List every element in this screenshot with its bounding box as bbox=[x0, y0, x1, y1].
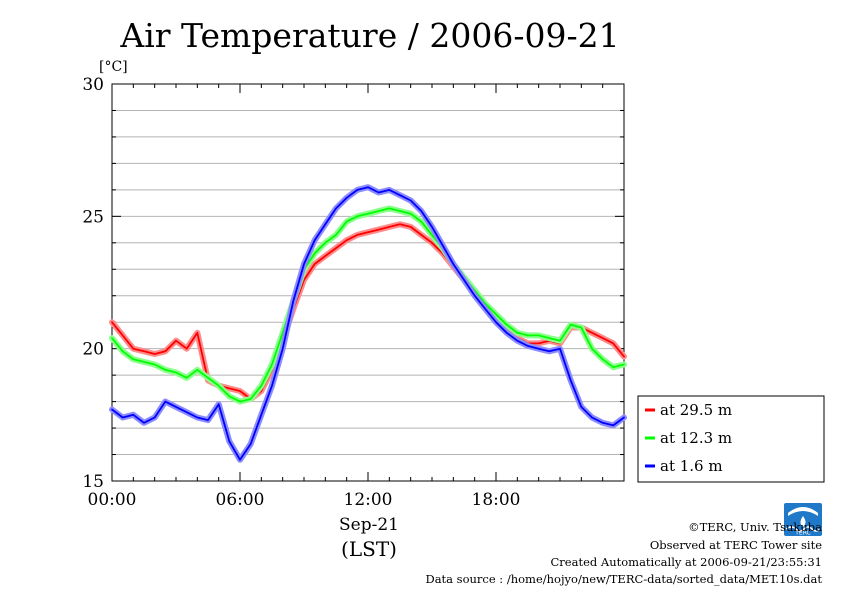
series-line-0 bbox=[111, 223, 625, 400]
y-tick-label: 15 bbox=[82, 472, 104, 492]
chart-title: Air Temperature / 2006-09-21 bbox=[119, 16, 619, 55]
grid bbox=[112, 109, 624, 456]
logo-text: TERC bbox=[794, 530, 811, 537]
legend: at 29.5 m at 12.3 m at 1.6 m bbox=[637, 395, 825, 483]
plot-area bbox=[111, 83, 625, 482]
legend-box bbox=[637, 395, 825, 483]
series-layer bbox=[109, 184, 627, 463]
x-tick-label: 12:00 bbox=[344, 490, 393, 510]
axis-ticks: 15 20 25 30 00:00 06:00 12:00 18:00 bbox=[82, 75, 625, 510]
x-axis-timezone-label: (LST) bbox=[341, 537, 397, 561]
credit-copyright: ©TERC, Univ. Tsukuba bbox=[688, 520, 822, 534]
credits: ©TERC, Univ. Tsukuba Observed at TERC To… bbox=[425, 520, 822, 586]
series-line-2 bbox=[111, 186, 625, 461]
x-tick-label: 06:00 bbox=[216, 490, 265, 510]
series-line-1 bbox=[111, 207, 625, 403]
legend-label: at 1.6 m bbox=[660, 457, 723, 475]
credit-observed: Observed at TERC Tower site bbox=[650, 538, 822, 552]
series-band-1 bbox=[109, 205, 627, 405]
terc-logo: TERC bbox=[784, 503, 822, 537]
credit-source: Data source : /home/hojyo/new/TERC-data/… bbox=[425, 572, 822, 586]
x-tick-label: 00:00 bbox=[88, 490, 137, 510]
y-tick-label: 25 bbox=[82, 207, 104, 227]
series-band-2 bbox=[109, 184, 627, 463]
legend-label: at 12.3 m bbox=[660, 429, 732, 447]
x-axis-date-label: Sep-21 bbox=[339, 515, 399, 535]
x-tick-label: 18:00 bbox=[472, 490, 521, 510]
legend-label: at 29.5 m bbox=[660, 401, 732, 419]
y-unit-label: [°C] bbox=[99, 59, 128, 75]
y-tick-label: 30 bbox=[82, 75, 104, 95]
y-tick-label: 20 bbox=[82, 340, 104, 360]
credit-created: Created Automatically at 2006-09-21/23:5… bbox=[551, 555, 823, 569]
